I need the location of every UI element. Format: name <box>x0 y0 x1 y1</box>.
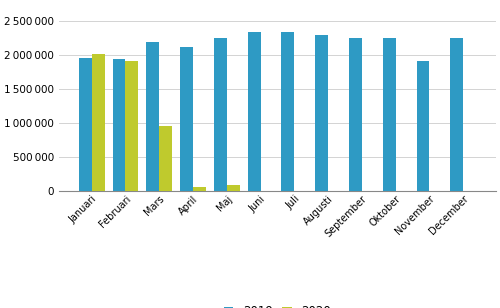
Bar <box>180 47 193 191</box>
Bar <box>248 32 260 191</box>
Bar <box>146 42 159 191</box>
Bar <box>315 35 328 191</box>
Bar <box>159 126 172 191</box>
Bar <box>92 54 104 191</box>
Bar <box>349 38 362 191</box>
Bar <box>193 187 206 191</box>
Legend: 2019, 2020: 2019, 2020 <box>224 305 331 308</box>
Bar <box>214 38 227 191</box>
Bar <box>112 59 126 191</box>
Bar <box>383 38 396 191</box>
Bar <box>450 38 463 191</box>
Bar <box>126 61 138 191</box>
Bar <box>416 61 430 191</box>
Bar <box>282 32 294 191</box>
Bar <box>227 185 239 191</box>
Bar <box>79 58 92 191</box>
